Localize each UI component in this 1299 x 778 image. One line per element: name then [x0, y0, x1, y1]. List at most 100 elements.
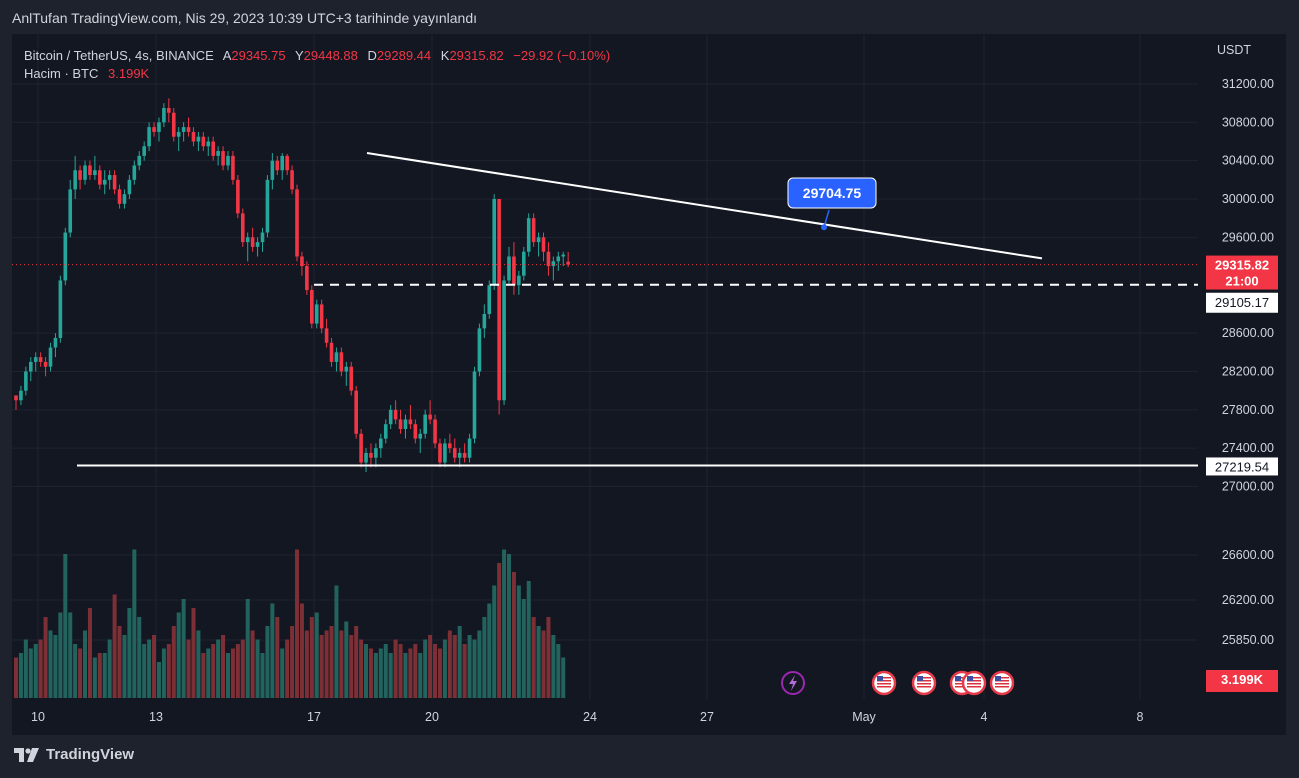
volume-bar [334, 585, 339, 698]
candle-body [102, 179, 107, 185]
flag-stripe [995, 680, 1009, 682]
candle-body [53, 337, 58, 348]
callout-pointer [823, 209, 830, 228]
candle-body [196, 136, 201, 142]
x-tick-label: 4 [981, 710, 988, 724]
volume-bar [176, 612, 181, 698]
volume-bar [487, 603, 492, 698]
volume-bar [260, 653, 265, 698]
y-tick-label: 28200.00 [1222, 365, 1274, 379]
candle-body [270, 160, 275, 180]
volume-bar [521, 599, 526, 698]
candle-body [393, 409, 398, 420]
candle-body [497, 199, 501, 401]
candle-body [526, 218, 531, 252]
candle-body [536, 237, 541, 243]
volume-bar [447, 630, 452, 698]
support-level-label: 27219.54 [1215, 459, 1269, 474]
candle-body [477, 328, 482, 372]
volume-bar [58, 612, 63, 698]
volume-label[interactable]: Hacim · BTC [24, 66, 99, 81]
candle-body [492, 199, 497, 286]
candle-body [176, 131, 181, 137]
candle-body [127, 179, 132, 195]
tradingview-logo[interactable]: TradingView [14, 746, 134, 763]
symbol-label[interactable]: Bitcoin / TetherUS, 4s, BINANCE [24, 48, 214, 63]
y-tick-label: 31200.00 [1222, 77, 1274, 91]
support-level-label-bg [1206, 457, 1278, 476]
volume-bar [275, 617, 280, 698]
candle-body [295, 189, 299, 257]
flag-stripe [967, 683, 981, 685]
candle-body [448, 443, 452, 449]
volume-bar [142, 644, 147, 698]
candle-body [521, 251, 526, 276]
volume-last-label-bg [1206, 670, 1278, 692]
flag-stripe [967, 686, 981, 688]
candle-body [487, 285, 492, 314]
chart-panel[interactable]: 29704.75 29315.82 21:00 29105.17 27219.54 3.1… [12, 34, 1286, 735]
candle-body [329, 342, 334, 362]
candle-body [107, 175, 112, 180]
open-value: 29345.75 [231, 48, 286, 63]
volume-bar [556, 644, 561, 698]
last-price-label-bg [1206, 255, 1278, 290]
candle-body [423, 414, 427, 434]
volume-bar [28, 648, 33, 698]
flag-stripe [917, 680, 931, 682]
candle-body [275, 160, 280, 171]
candle-body [349, 366, 354, 391]
volume-bar [309, 617, 314, 698]
y-tick-label: 27800.00 [1222, 403, 1274, 417]
candle-body [171, 112, 176, 137]
candle-body [112, 175, 117, 190]
candle-body [265, 179, 270, 233]
volume-bar [171, 626, 176, 698]
candle-body [428, 414, 432, 420]
volume-last-label: 3.199K [1221, 672, 1264, 687]
flag-canton [995, 676, 1001, 681]
volume-bar [349, 635, 354, 698]
candle-body [221, 151, 225, 166]
volume-bar [290, 626, 295, 698]
candle-body [206, 141, 211, 147]
volume-bar [324, 630, 329, 698]
candle-body [63, 232, 68, 281]
candlestick-chart[interactable]: 29704.7529315.8221:0029105.1727219.543.1… [12, 34, 1286, 735]
volume-bar [285, 639, 290, 698]
volume-bar [428, 635, 433, 698]
volume-bar [344, 621, 349, 698]
lightning-glyph [789, 675, 797, 691]
candle-body [14, 395, 18, 401]
close-value: 29315.82 [449, 48, 504, 63]
currency-label: USDT [1217, 43, 1251, 57]
candle-body [43, 361, 48, 367]
x-tick-label: 17 [307, 710, 321, 724]
volume-bar [250, 630, 255, 698]
candle-body [359, 433, 363, 463]
candle-body [438, 443, 442, 463]
flag-stripe [917, 677, 931, 679]
candle-body [531, 218, 536, 243]
volume-bar [14, 657, 18, 698]
volume-bar [245, 599, 250, 698]
candle-body [236, 179, 240, 214]
flag-stripe [967, 680, 981, 682]
low-label: D [367, 48, 377, 63]
last-price-label: 21:00 [1225, 274, 1258, 289]
flag-stripe [877, 677, 891, 679]
volume-bar [87, 608, 92, 698]
volume-bar [127, 608, 132, 698]
candle-body [344, 366, 349, 372]
candle-body [418, 433, 423, 439]
volume-bar [354, 626, 359, 698]
volume-bar [536, 626, 541, 698]
volume-bar [398, 644, 403, 698]
volume-bar [83, 630, 88, 698]
flag-canton [967, 676, 973, 681]
volume-bar [112, 594, 117, 698]
volume-bar [467, 635, 472, 698]
volume-bar [497, 563, 502, 698]
volume-bar [255, 639, 260, 698]
volume-legend: Hacim · BTC 3.199K [24, 66, 149, 81]
